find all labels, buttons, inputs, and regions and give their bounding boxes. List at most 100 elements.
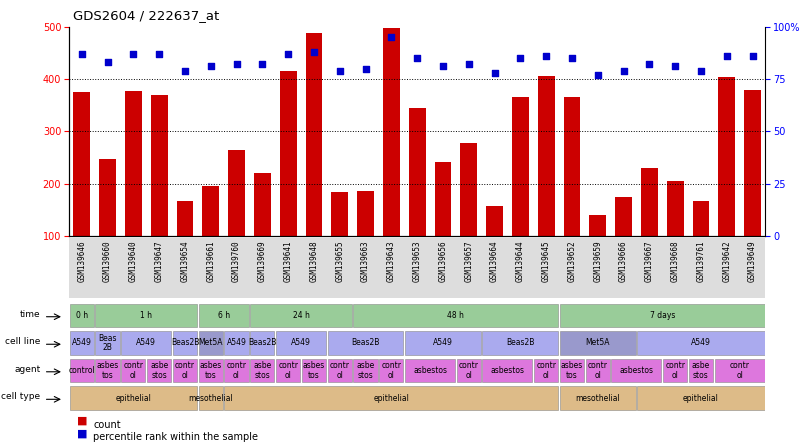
Bar	[405, 359, 455, 382]
Text: asbestos: asbestos	[490, 366, 524, 375]
Text: GSM139669: GSM139669	[258, 240, 266, 282]
Point	[127, 50, 140, 57]
Text: contr
ol: contr ol	[123, 361, 143, 380]
Text: 0 h: 0 h	[75, 311, 87, 320]
Bar	[70, 359, 94, 382]
Bar	[224, 386, 558, 410]
Text: epithelial: epithelial	[683, 393, 719, 403]
Text: ■: ■	[77, 428, 87, 439]
Point	[617, 67, 630, 74]
Bar	[302, 359, 326, 382]
Text: ■: ■	[77, 416, 87, 426]
Text: 24 h: 24 h	[292, 311, 309, 320]
Bar	[637, 331, 765, 355]
Bar	[637, 386, 765, 410]
Text: GSM139655: GSM139655	[335, 240, 344, 282]
Text: GSM139761: GSM139761	[697, 240, 706, 282]
Point	[333, 67, 346, 74]
Text: Beas2B: Beas2B	[506, 338, 535, 348]
Text: asbes
tos: asbes tos	[303, 361, 325, 380]
Text: GSM139667: GSM139667	[645, 240, 654, 282]
Point	[152, 50, 165, 57]
Text: contr
ol: contr ol	[382, 361, 401, 380]
Text: Beas2B: Beas2B	[171, 338, 199, 348]
Text: GSM139654: GSM139654	[181, 240, 190, 282]
Text: contr
ol: contr ol	[536, 361, 556, 380]
Point	[204, 63, 217, 70]
Text: A549: A549	[72, 338, 92, 348]
Point	[669, 63, 682, 70]
Bar	[96, 359, 120, 382]
Bar	[96, 331, 120, 355]
Bar	[663, 359, 687, 382]
Text: GSM139646: GSM139646	[77, 240, 86, 282]
Text: asbes
tos: asbes tos	[96, 361, 119, 380]
Bar	[434, 163, 451, 236]
Bar	[512, 97, 529, 236]
Text: GSM139760: GSM139760	[232, 240, 241, 282]
Text: Beas2B: Beas2B	[248, 338, 276, 348]
Point	[75, 50, 88, 57]
Point	[178, 67, 191, 74]
Text: contr
ol: contr ol	[588, 361, 608, 380]
Text: A549: A549	[691, 338, 711, 348]
Text: percentile rank within the sample: percentile rank within the sample	[93, 432, 258, 442]
Bar	[96, 304, 197, 327]
Text: GSM139660: GSM139660	[103, 240, 112, 282]
Text: Beas2B: Beas2B	[352, 338, 380, 348]
Bar	[383, 28, 399, 236]
Point	[720, 52, 733, 59]
Bar	[688, 359, 713, 382]
Bar	[486, 206, 503, 236]
Text: 48 h: 48 h	[447, 311, 464, 320]
Bar	[457, 359, 481, 382]
Bar	[538, 76, 555, 236]
Bar	[357, 190, 374, 236]
Bar	[250, 304, 352, 327]
Point	[565, 55, 578, 62]
Text: GSM139640: GSM139640	[129, 240, 138, 282]
Bar	[70, 331, 94, 355]
Text: mesothelial: mesothelial	[575, 393, 620, 403]
Bar	[305, 33, 322, 236]
Text: GSM139649: GSM139649	[748, 240, 757, 282]
Text: asbe
stos: asbe stos	[692, 361, 710, 380]
Text: asbe
stos: asbe stos	[254, 361, 271, 380]
Bar	[198, 359, 223, 382]
Text: GSM139644: GSM139644	[516, 240, 525, 282]
Point	[230, 61, 243, 68]
Bar	[276, 359, 301, 382]
Text: time: time	[19, 310, 40, 319]
Point	[256, 61, 269, 68]
Point	[308, 48, 321, 56]
Bar	[534, 359, 558, 382]
Text: control: control	[68, 366, 95, 375]
Text: epithelial: epithelial	[115, 393, 151, 403]
Bar	[250, 331, 275, 355]
Point	[488, 69, 501, 76]
Text: GSM139652: GSM139652	[568, 240, 577, 282]
Bar	[714, 359, 765, 382]
Text: contr
ol: contr ol	[175, 361, 195, 380]
Text: GSM139664: GSM139664	[490, 240, 499, 282]
Text: contr
ol: contr ol	[458, 361, 479, 380]
Text: GSM139643: GSM139643	[387, 240, 396, 282]
Text: mesothelial: mesothelial	[189, 393, 233, 403]
Bar	[279, 71, 296, 236]
Text: asbes
tos: asbes tos	[561, 361, 583, 380]
Text: asbes
tos: asbes tos	[199, 361, 222, 380]
Text: contr
ol: contr ol	[730, 361, 749, 380]
Text: 6 h: 6 h	[218, 311, 230, 320]
Text: GSM139661: GSM139661	[207, 240, 215, 282]
Bar	[198, 331, 223, 355]
Point	[643, 61, 656, 68]
Text: A549: A549	[291, 338, 311, 348]
Point	[514, 55, 526, 62]
Bar	[744, 90, 761, 236]
Text: asbestos: asbestos	[620, 366, 654, 375]
Text: Met5A: Met5A	[586, 338, 610, 348]
Text: asbe
stos: asbe stos	[356, 361, 375, 380]
Text: GSM139659: GSM139659	[593, 240, 603, 282]
Text: contr
ol: contr ol	[227, 361, 246, 380]
Point	[746, 52, 759, 59]
